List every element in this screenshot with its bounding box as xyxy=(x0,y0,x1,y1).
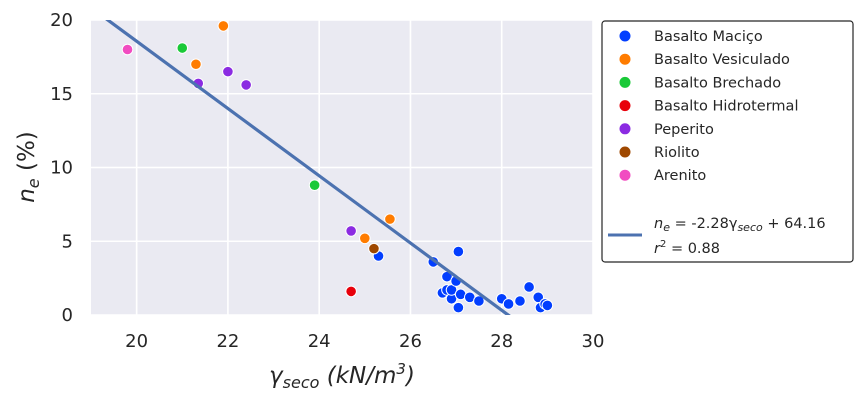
y-tick-labels: 0 5 10 15 20 xyxy=(50,10,73,326)
legend-marker xyxy=(618,99,632,113)
data-point xyxy=(384,213,396,225)
data-point xyxy=(523,281,535,293)
legend-label: Riolito xyxy=(654,145,700,161)
legend-marker xyxy=(618,29,632,43)
legend-marker xyxy=(618,52,632,66)
legend-marker xyxy=(618,75,632,89)
x-tick-labels: 20 22 24 26 28 30 xyxy=(125,331,604,352)
x-axis-label: γseco (kN/m3) xyxy=(269,360,415,392)
legend-label: Peperito xyxy=(654,122,714,138)
y-axis-label: ne (%) xyxy=(14,131,43,203)
data-point xyxy=(541,299,554,312)
x-tick-label: 26 xyxy=(399,331,422,352)
data-point xyxy=(240,79,252,91)
legend-label: Basalto Maciço xyxy=(654,29,763,45)
data-point xyxy=(473,295,485,307)
x-tick-label: 24 xyxy=(308,331,331,352)
data-point xyxy=(176,42,189,54)
legend-marker xyxy=(618,168,632,182)
y-tick-label: 15 xyxy=(50,84,73,105)
regression-line xyxy=(105,20,511,315)
x-tick-label: 22 xyxy=(216,331,239,352)
data-point xyxy=(222,65,234,78)
y-tick-label: 5 xyxy=(62,231,73,252)
legend-marker xyxy=(618,122,632,136)
x-tick-label: 28 xyxy=(490,331,513,352)
data-point xyxy=(368,242,380,255)
y-tick-label: 10 xyxy=(50,158,73,179)
data-point xyxy=(452,245,465,258)
data-point xyxy=(359,232,371,245)
legend-fit-r2: r2 = 0.88 xyxy=(654,239,720,257)
data-point xyxy=(121,43,134,56)
x-tick-label: 20 xyxy=(125,331,148,352)
data-point xyxy=(502,298,515,310)
legend-label: Basalto Brechado xyxy=(654,75,781,91)
data-point xyxy=(308,179,321,191)
data-point xyxy=(452,301,465,314)
legend-label: Basalto Vesiculado xyxy=(654,52,790,68)
legend-label: Basalto Hidrotermal xyxy=(654,99,798,115)
x-tick-label: 30 xyxy=(582,331,605,352)
data-point xyxy=(345,285,357,298)
data-point xyxy=(217,20,230,32)
legend-fit-equation: ne = -2.28γseco + 64.16 xyxy=(654,216,826,234)
data-point xyxy=(190,58,202,71)
y-tick-label: 20 xyxy=(50,10,73,31)
legend: Basalto Maciço Basalto Vesiculado Basalto … xyxy=(601,20,854,263)
y-tick-label: 0 xyxy=(62,305,73,326)
legend-box xyxy=(601,20,854,263)
data-point xyxy=(514,295,526,307)
legend-marker xyxy=(618,145,632,159)
data-point xyxy=(345,225,357,237)
legend-label: Arenito xyxy=(654,168,706,184)
